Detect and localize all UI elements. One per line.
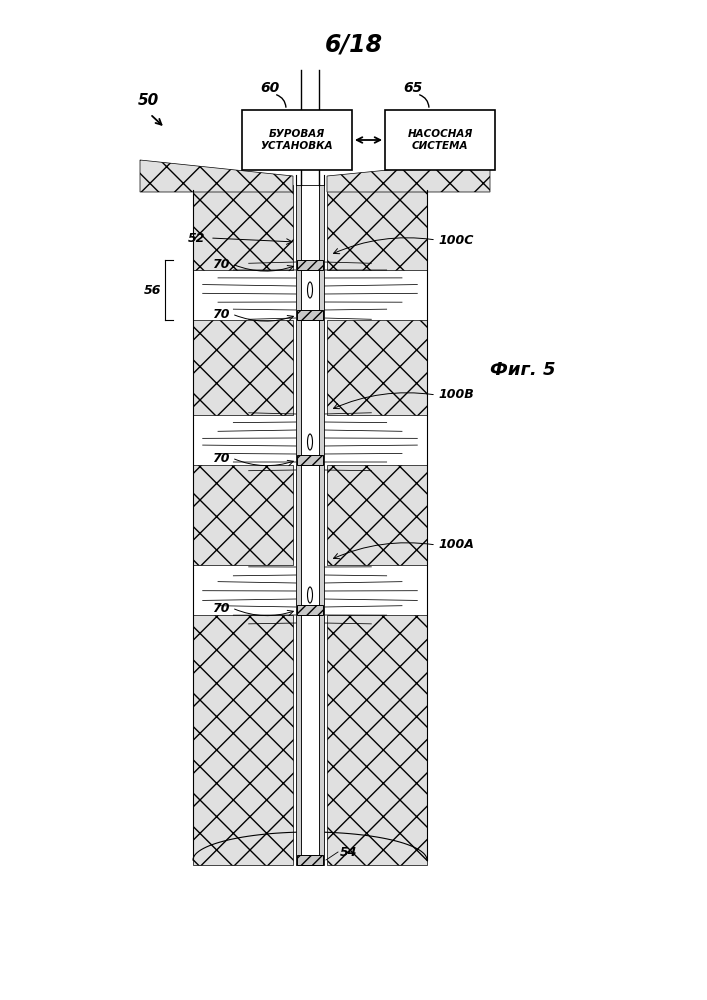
Bar	[296, 185, 301, 865]
Text: 54: 54	[340, 846, 358, 858]
Bar	[193, 465, 293, 565]
Bar	[327, 615, 427, 865]
Text: 56: 56	[144, 284, 161, 296]
Bar	[385, 110, 495, 170]
Bar	[193, 615, 293, 865]
Bar	[327, 185, 427, 270]
Text: НАСОСНАЯ
СИСТЕМА: НАСОСНАЯ СИСТЕМА	[407, 129, 473, 151]
Text: Фиг. 5: Фиг. 5	[490, 361, 556, 379]
Bar	[297, 455, 323, 465]
Bar	[242, 110, 352, 170]
Text: 60: 60	[260, 81, 279, 95]
Bar	[193, 185, 293, 270]
Polygon shape	[140, 160, 293, 192]
Bar	[297, 260, 323, 270]
Ellipse shape	[308, 434, 312, 450]
Bar	[297, 855, 323, 865]
Bar	[297, 310, 323, 320]
Text: 65: 65	[403, 81, 422, 95]
Bar	[301, 185, 319, 865]
Ellipse shape	[308, 587, 312, 603]
Text: БУРОВАЯ
УСТАНОВКА: БУРОВАЯ УСТАНОВКА	[261, 129, 333, 151]
Text: 70: 70	[213, 601, 230, 614]
Ellipse shape	[308, 282, 312, 298]
Bar	[319, 185, 324, 865]
Text: 100A: 100A	[438, 538, 474, 552]
Text: 70: 70	[213, 452, 230, 464]
Bar	[327, 465, 427, 565]
Text: 6/18: 6/18	[325, 32, 382, 56]
Text: 52: 52	[187, 232, 205, 244]
Text: 100B: 100B	[438, 388, 474, 401]
Text: 70: 70	[213, 308, 230, 320]
Text: 50: 50	[138, 93, 159, 108]
Bar	[193, 320, 293, 415]
Text: 70: 70	[213, 257, 230, 270]
Bar	[327, 320, 427, 415]
Text: 100C: 100C	[438, 233, 474, 246]
Polygon shape	[327, 160, 490, 192]
Bar	[297, 605, 323, 615]
